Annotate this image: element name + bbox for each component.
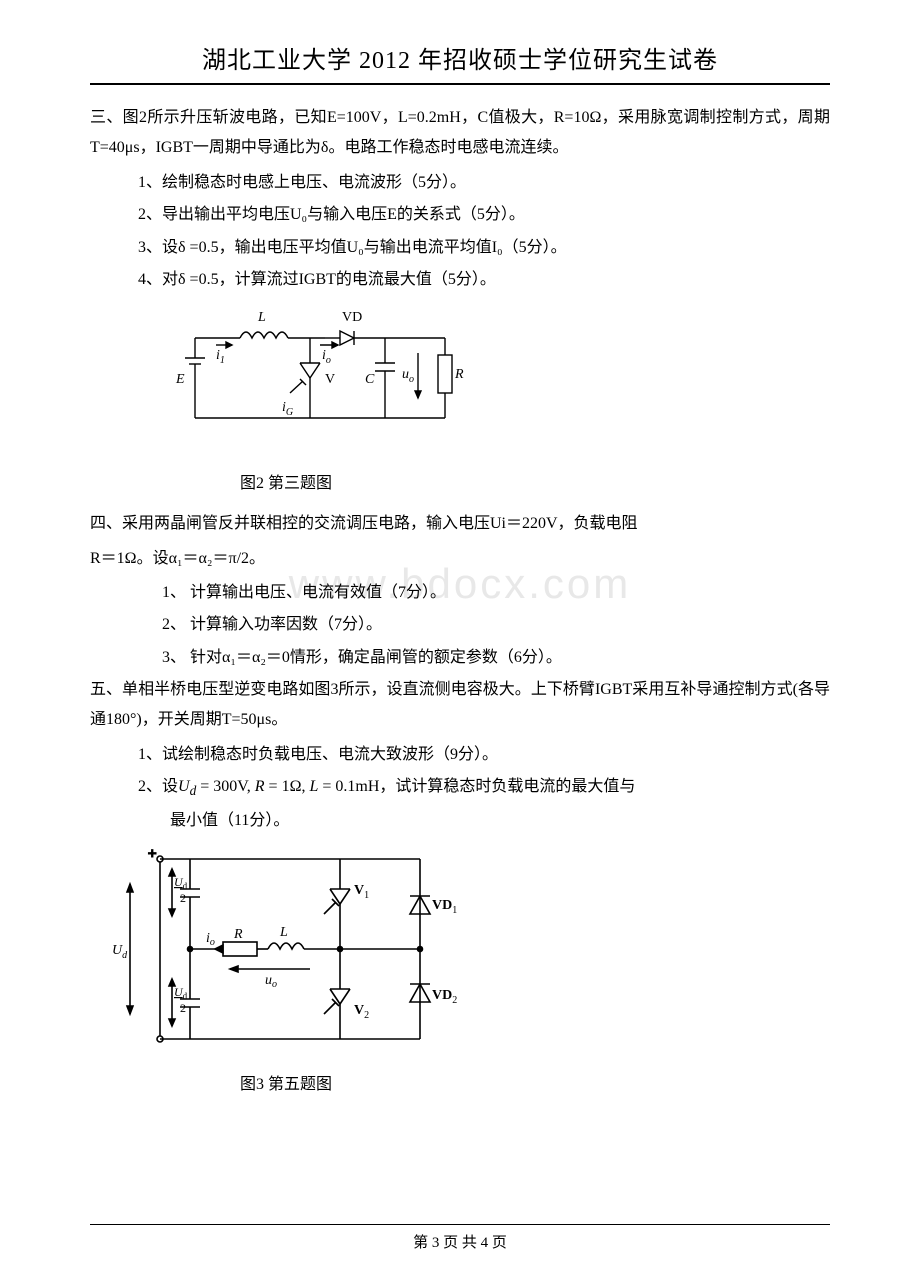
label-io: io — [322, 348, 331, 366]
q4-intro-line2: R＝1Ω。设α₁＝α₂＝π/2。 — [90, 544, 830, 574]
label-VD1: VD1 — [432, 898, 457, 916]
exam-content: 三、图2所示升压斩波电路，已知E=100V，L=0.2mH，C值极大，R=10Ω… — [90, 103, 830, 1100]
q3-sub2: 2、导出输出平均电压U₀与输入电压E的关系式（5分）。 — [90, 200, 830, 230]
label-Ud2-top: Ud — [174, 875, 188, 891]
q4-sub2: 2、 计算输入功率因数（7分）。 — [90, 610, 830, 640]
q5-intro: 五、单相半桥电压型逆变电路如图3所示，设直流侧电容极大。上下桥臂IGBT采用互补… — [90, 675, 830, 736]
label-V: V — [325, 372, 335, 387]
q3-intro: 三、图2所示升压斩波电路，已知E=100V，L=0.2mH，C值极大，R=10Ω… — [90, 103, 830, 164]
svg-text:+: + — [148, 846, 156, 862]
q3-sub1: 1、绘制稳态时电感上电压、电流波形（5分）。 — [90, 168, 830, 198]
label-R3: R — [233, 927, 243, 942]
label-E: E — [175, 372, 185, 387]
figure-2-caption: 图2 第三题图 — [90, 469, 830, 499]
figure-3-caption: 图3 第五题图 — [90, 1070, 830, 1100]
figure-3-half-bridge-inverter: + — [90, 844, 830, 1065]
label-Ud2-bot: Ud — [174, 985, 188, 1001]
svg-text:2: 2 — [180, 1001, 186, 1015]
q4-sub3: 3、 针对α₁＝α₂＝0情形，确定晶闸管的额定参数（6分）。 — [90, 643, 830, 673]
q4-intro-line1: 四、采用两晶闸管反并联相控的交流调压电路，输入电压Ui＝220V，负载电阻 — [90, 509, 830, 539]
q3-sub4: 4、对δ =0.5，计算流过IGBT的电流最大值（5分）。 — [90, 265, 830, 295]
q4-sub1: 1、 计算输出电压、电流有效值（7分）。 — [90, 578, 830, 608]
label-iG: iG — [282, 400, 293, 418]
svg-text:2: 2 — [180, 891, 186, 905]
label-Ud: Ud — [112, 943, 128, 961]
label-uo3: uo — [265, 973, 277, 990]
page-footer: 第 3 页 共 4 页 — [90, 1224, 830, 1252]
label-L3: L — [279, 925, 288, 940]
label-V2: V2 — [354, 1003, 369, 1021]
label-i1: i1 — [216, 348, 225, 366]
q5-sub2-line2: 最小值（11分）。 — [90, 806, 830, 836]
label-C: C — [365, 372, 375, 387]
q5-sub2: 2、设Ud = 300V, R = 1Ω, L = 0.1mH，试计算稳态时负载… — [90, 772, 830, 804]
page-title-header: 湖北工业大学 2012 年招收硕士学位研究生试卷 — [90, 40, 830, 85]
label-VD: VD — [342, 310, 362, 325]
figure-2-boost-chopper: E L VD V C R uo i1 io iG — [90, 303, 830, 464]
label-R: R — [454, 367, 464, 382]
label-V1: V1 — [354, 883, 369, 901]
q3-sub3: 3、设δ =0.5，输出电压平均值U₀与输出电流平均值I₀（5分）。 — [90, 233, 830, 263]
label-uo: uo — [402, 367, 414, 385]
label-VD2: VD2 — [432, 988, 457, 1006]
q5-sub1: 1、试绘制稳态时负载电压、电流大致波形（9分）。 — [90, 740, 830, 770]
label-L: L — [257, 310, 266, 325]
label-io3: io — [206, 931, 215, 948]
